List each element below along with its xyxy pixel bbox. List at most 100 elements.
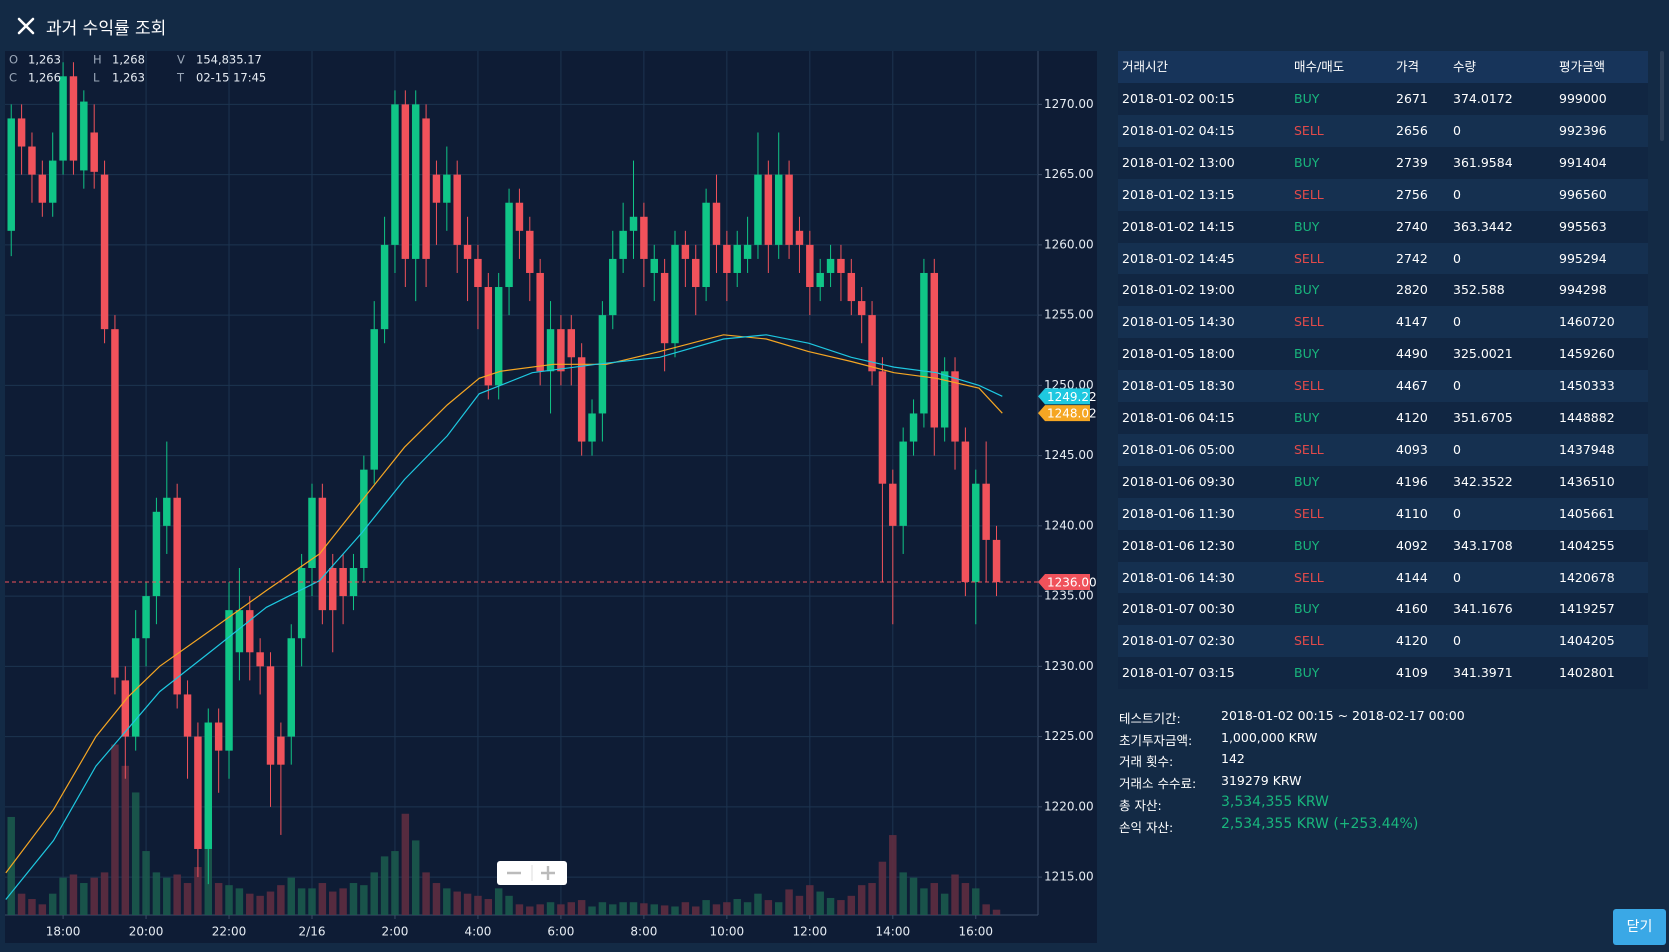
table-cell: 2018-01-06 11:30 (1122, 505, 1235, 521)
volume-bar (546, 902, 555, 915)
x-tick-label: 4:00 (464, 925, 491, 939)
table-cell: 1460720 (1559, 314, 1615, 330)
volume-bar (764, 900, 773, 915)
volume-bar (806, 885, 814, 915)
table-row: 2018-01-07 00:30 BUY 4160 341.1676 1419257 (1118, 593, 1648, 626)
table-cell: 2018-01-07 00:30 (1122, 601, 1235, 617)
ma-line (5, 334, 1003, 900)
x-tick-label: 22:00 (212, 925, 247, 939)
table-row: 2018-01-02 13:15 SELL 2756 0 996560 (1118, 178, 1648, 211)
zoom-buttons[interactable] (497, 861, 567, 885)
table-cell: 2756 (1396, 186, 1428, 202)
close-button[interactable]: 닫기 (1613, 909, 1666, 945)
candle-body (443, 174, 451, 203)
info-label: L (93, 71, 100, 85)
volume-bar (163, 877, 171, 915)
candle-body (536, 272, 544, 372)
candle-body (370, 329, 378, 470)
table-cell: 1436510 (1559, 473, 1615, 489)
y-tick-label: 1225.00 (1044, 729, 1094, 743)
volume-bar (930, 883, 939, 915)
volume-bar (940, 893, 949, 915)
table-cell: 0 (1453, 186, 1461, 202)
table-cell: SELL (1294, 314, 1324, 330)
candle-body (951, 371, 959, 442)
volume-bar (494, 888, 503, 915)
candle-body (619, 230, 627, 259)
table-row: 2018-01-02 19:00 BUY 2820 352.588 994298 (1118, 274, 1648, 307)
candle-body (329, 567, 337, 611)
volume-bar (17, 893, 26, 915)
table-cell: 4120 (1396, 410, 1428, 425)
x-tick-label: 6:00 (547, 925, 574, 939)
info-label: T (176, 71, 185, 85)
volume-bar (391, 851, 399, 915)
candle-body (38, 174, 47, 203)
volume-bar (920, 888, 928, 915)
volume-bar (754, 893, 762, 915)
table-cell: 4467 (1396, 378, 1428, 394)
table-cell: 2018-01-06 14:30 (1122, 569, 1235, 585)
table-row: 2018-01-05 14:30 SELL 4147 0 1460720 (1118, 306, 1648, 339)
volume-bar (59, 877, 67, 915)
candle-body (391, 104, 399, 245)
table-cell: 2018-01-06 12:30 (1122, 537, 1235, 553)
candle-body (28, 146, 36, 175)
candle-body (59, 76, 67, 161)
volume-bar (111, 744, 119, 915)
candle-body (609, 258, 617, 316)
volume-bar (474, 895, 482, 915)
table-cell: BUY (1294, 410, 1320, 425)
table-cell: SELL (1294, 505, 1324, 521)
table-header: 거래시간 매수/매도 가격 수량 평가금액 (1118, 51, 1648, 83)
table-cell: 1404205 (1559, 633, 1615, 649)
volume-bar (961, 883, 970, 915)
candle-body (629, 216, 638, 231)
candle-body (878, 371, 887, 484)
table-cell: 4093 (1396, 441, 1428, 457)
candle-body (909, 413, 918, 442)
candle-body (17, 118, 26, 147)
candle-body (671, 244, 679, 344)
table-cell: SELL (1294, 122, 1324, 138)
table-row: 2018-01-07 02:30 SELL 4120 0 1404205 (1118, 625, 1648, 658)
volume-bar (982, 904, 990, 915)
candle-body (318, 497, 327, 611)
candle-body (308, 497, 316, 568)
volume-bar (743, 902, 752, 915)
column-header: 수량 (1453, 59, 1477, 74)
table-cell: 1420678 (1559, 569, 1615, 585)
candle-body (940, 371, 949, 428)
candle-body (743, 244, 752, 259)
volume-bar (899, 872, 907, 915)
candle-body (826, 258, 835, 273)
candle-body (246, 610, 254, 653)
candle-body (266, 666, 275, 765)
candle-body (567, 329, 576, 358)
volume-bar (308, 888, 316, 915)
column-header: 매수/매도 (1294, 59, 1345, 74)
candle-body (795, 230, 804, 245)
summary-label: 손익 자산: (1119, 820, 1174, 835)
table-cell: 0 (1453, 441, 1461, 457)
volume-bar (816, 891, 824, 915)
chart-bg (5, 51, 1097, 943)
summary-value: 1,000,000 KRW (1221, 729, 1318, 745)
table-cell: 351.6705 (1453, 410, 1513, 425)
close-icon[interactable] (16, 16, 36, 36)
volume-bar (909, 877, 918, 915)
x-tick-label: 8:00 (630, 925, 657, 939)
candle-body (235, 610, 244, 653)
table-cell: 1448882 (1559, 410, 1615, 425)
volume-bar (629, 902, 638, 915)
volume-bar (246, 893, 254, 915)
table-cell: 343.1708 (1453, 537, 1513, 553)
volume-bar (297, 888, 306, 915)
table-row: 2018-01-06 11:30 SELL 4110 0 1405661 (1118, 497, 1648, 530)
info-value: 1,266 (28, 71, 61, 85)
summary-value: 2,534,355 KRW (+253.44%) (1221, 816, 1419, 832)
table-cell: 341.3971 (1453, 665, 1513, 681)
column-header: 가격 (1396, 59, 1420, 74)
volume-bar (785, 889, 793, 915)
candle-body (173, 497, 181, 695)
